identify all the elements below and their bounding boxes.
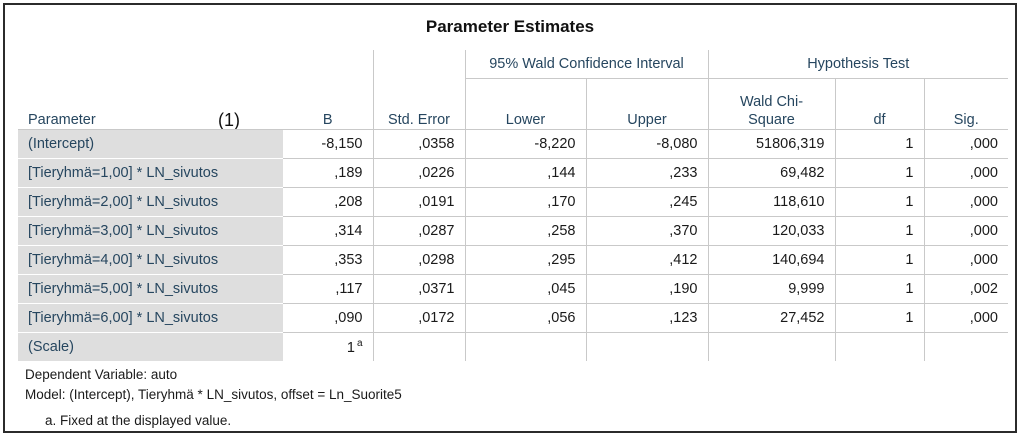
footnote-a: a. Fixed at the displayed value. <box>45 413 232 428</box>
col-header-lower: Lower <box>464 78 586 130</box>
table-row-scale: (Scale) 1 a <box>18 332 1008 361</box>
cell-empty <box>464 332 586 361</box>
cell-lower: -8,220 <box>464 129 586 159</box>
cell-df: 1 <box>834 274 924 304</box>
table-row: [Tieryhmä=4,00] * LN_sivutos ,353,0298,29… <box>18 245 1008 275</box>
cell-empty <box>585 332 708 361</box>
cell-std-error: ,0287 <box>372 216 465 246</box>
cell-b: ,353 <box>283 245 373 275</box>
col-header-wald-chi-square: Wald Chi-Square <box>707 78 835 130</box>
cell-sig: ,000 <box>923 245 1008 275</box>
table-row: [Tieryhmä=1,00] * LN_sivutos ,189,0226,14… <box>18 158 1008 188</box>
cell-parameter: [Tieryhmä=2,00] * LN_sivutos <box>18 187 283 217</box>
model-note: Model: (Intercept), Tieryhmä * LN_sivuto… <box>25 387 402 402</box>
annotation-label: (1) <box>218 110 240 130</box>
cell-upper: ,233 <box>585 158 708 188</box>
cell-wald-chi-square: 27,452 <box>707 303 835 333</box>
cell-df: 1 <box>834 303 924 333</box>
parameter-estimates-panel: Parameter Estimates (1) 95% Wald Confide… <box>3 3 1017 433</box>
cell-df: 1 <box>834 158 924 188</box>
cell-b: ,314 <box>283 216 373 246</box>
cell-wald-chi-square: 120,033 <box>707 216 835 246</box>
table-row: (Intercept) -8,150,0358 -8,220 -8,080 51806,… <box>18 129 1008 159</box>
cell-df: 1 <box>834 187 924 217</box>
cell-sig: ,002 <box>923 274 1008 304</box>
cell-lower: ,170 <box>464 187 586 217</box>
cell-sig: ,000 <box>923 158 1008 188</box>
cell-df: 1 <box>834 129 924 159</box>
cell-b: ,208 <box>283 187 373 217</box>
cell-df: 1 <box>834 216 924 246</box>
cell-df: 1 <box>834 245 924 275</box>
cell-wald-chi-square: 51806,319 <box>707 129 835 159</box>
scale-value: 1 <box>346 340 355 356</box>
cell-wald-chi-square: 118,610 <box>707 187 835 217</box>
cell-parameter: (Scale) <box>18 332 283 361</box>
cell-std-error: ,0191 <box>372 187 465 217</box>
hypothesis-test-group-header: Hypothesis Test <box>707 50 1008 79</box>
table-row: [Tieryhmä=6,00] * LN_sivutos ,090,0172,05… <box>18 303 1008 333</box>
cell-parameter: [Tieryhmä=1,00] * LN_sivutos <box>18 158 283 188</box>
cell-lower: ,045 <box>464 274 586 304</box>
cell-parameter: [Tieryhmä=6,00] * LN_sivutos <box>18 303 283 333</box>
table-row: [Tieryhmä=5,00] * LN_sivutos ,117,0371,04… <box>18 274 1008 304</box>
cell-upper: ,190 <box>585 274 708 304</box>
cell-std-error: ,0172 <box>372 303 465 333</box>
col-header-df: df <box>834 78 924 130</box>
header-spacer <box>283 50 373 79</box>
header-spacer <box>18 50 283 79</box>
cell-wald-chi-square: 140,694 <box>707 245 835 275</box>
wald-ci-group-header: 95% Wald Confidence Interval <box>464 50 708 79</box>
cell-wald-chi-square: 69,482 <box>707 158 835 188</box>
col-header-std-error: Std. Error <box>372 78 465 130</box>
table-title: Parameter Estimates <box>425 17 595 36</box>
cell-empty <box>372 332 465 361</box>
footnotes: Dependent Variable: auto Model: (Interce… <box>25 365 402 431</box>
cell-lower: ,144 <box>464 158 586 188</box>
dependent-variable-note: Dependent Variable: auto <box>25 367 178 382</box>
cell-lower: ,295 <box>464 245 586 275</box>
cell-empty <box>923 332 1008 361</box>
cell-b: ,090 <box>283 303 373 333</box>
cell-b: ,117 <box>283 274 373 304</box>
cell-parameter: [Tieryhmä=5,00] * LN_sivutos <box>18 274 283 304</box>
cell-parameter: (Intercept) <box>18 129 283 159</box>
cell-sig: ,000 <box>923 216 1008 246</box>
cell-upper: ,412 <box>585 245 708 275</box>
cell-parameter: [Tieryhmä=3,00] * LN_sivutos <box>18 216 283 246</box>
header-spacer <box>372 50 465 79</box>
cell-upper: -8,080 <box>585 129 708 159</box>
table-body: (Intercept) -8,150,0358 -8,220 -8,080 51806,… <box>18 129 1008 361</box>
cell-wald-chi-square: 9,999 <box>707 274 835 304</box>
parameter-estimates-table: 95% Wald Confidence Interval Hypothesis … <box>18 50 1008 361</box>
cell-lower: ,056 <box>464 303 586 333</box>
cell-parameter: [Tieryhmä=4,00] * LN_sivutos <box>18 245 283 275</box>
cell-upper: ,370 <box>585 216 708 246</box>
cell-std-error: ,0371 <box>372 274 465 304</box>
cell-b: ,189 <box>283 158 373 188</box>
cell-std-error: ,0226 <box>372 158 465 188</box>
cell-b: -8,150 <box>283 129 373 159</box>
cell-upper: ,245 <box>585 187 708 217</box>
cell-empty <box>707 332 835 361</box>
cell-sig: ,000 <box>923 129 1008 159</box>
cell-sig: ,000 <box>923 303 1008 333</box>
cell-sig: ,000 <box>923 187 1008 217</box>
col-header-parameter: Parameter <box>28 112 96 128</box>
cell-empty <box>834 332 924 361</box>
footnote-marker: a <box>356 338 363 349</box>
col-header-b: B <box>322 112 333 128</box>
col-header-upper: Upper <box>585 78 708 130</box>
table-row: [Tieryhmä=3,00] * LN_sivutos ,314,0287,25… <box>18 216 1008 246</box>
table-row: [Tieryhmä=2,00] * LN_sivutos ,208,0191,17… <box>18 187 1008 217</box>
cell-std-error: ,0358 <box>372 129 465 159</box>
cell-lower: ,258 <box>464 216 586 246</box>
cell-upper: ,123 <box>585 303 708 333</box>
cell-std-error: ,0298 <box>372 245 465 275</box>
col-header-sig: Sig. <box>923 78 1008 130</box>
